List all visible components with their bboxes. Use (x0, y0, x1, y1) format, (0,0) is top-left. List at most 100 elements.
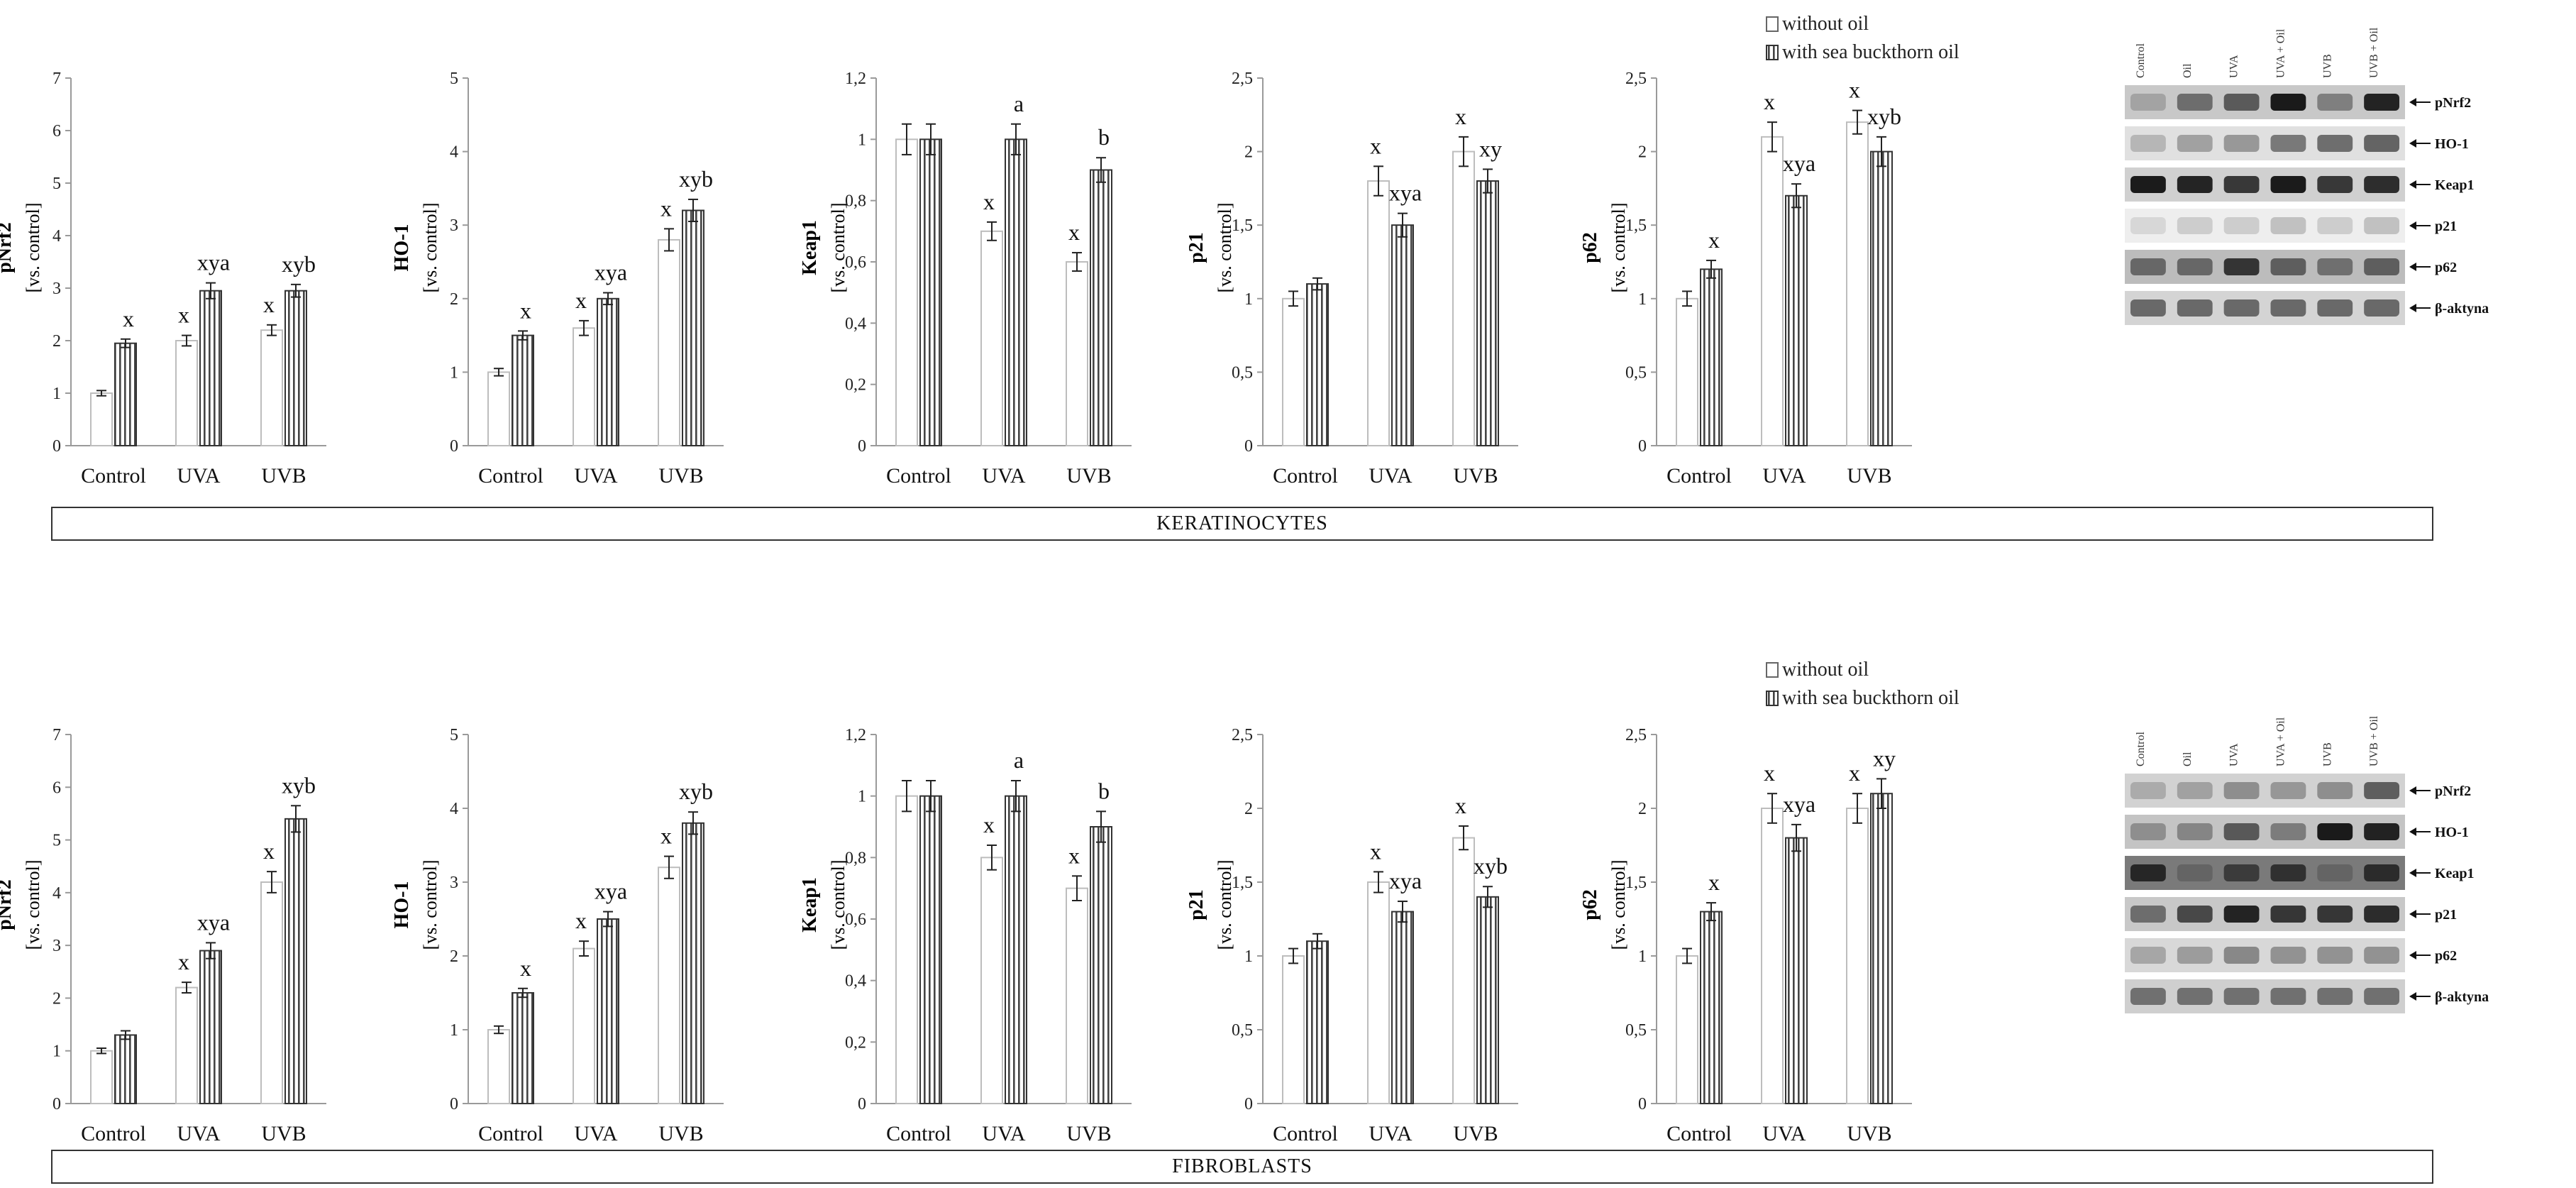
y-tick-label: 2,5 (1232, 726, 1253, 744)
blot-band (2317, 988, 2353, 1005)
bar-with-oil (682, 209, 704, 446)
blot-band (2270, 217, 2306, 234)
y-axis-label: p21 [vs. control] (1185, 202, 1235, 292)
blot-band (2270, 823, 2306, 840)
fibroblasts-section-label: FIBROBLASTS (51, 1150, 2433, 1184)
blot-band (2270, 299, 2306, 317)
blot-band (2223, 782, 2260, 799)
bar-with-oil (1700, 268, 1723, 446)
y-tick-label: 0 (1638, 1095, 1647, 1113)
y-axis-unit: [vs. control] (23, 202, 43, 292)
bar-without-oil (573, 947, 595, 1104)
blot-band (2364, 823, 2399, 840)
significance-label: x (520, 297, 531, 323)
category-label: Control (81, 1122, 146, 1145)
bar-with-oil (597, 297, 619, 446)
significance-label: xya (197, 909, 230, 935)
blot-band (2223, 258, 2260, 275)
bar-with-oil (919, 795, 942, 1104)
blot-band (2317, 299, 2353, 317)
bar-with-oil (1005, 795, 1027, 1104)
blot-band (2317, 906, 2353, 923)
y-tick-label: 1,5 (1232, 874, 1253, 892)
y-tick-label: 1 (1638, 290, 1647, 309)
blot-band (2270, 864, 2306, 881)
blot-band (2130, 258, 2166, 275)
bar-with-oil (1476, 896, 1499, 1105)
y-axis-unit: [vs. control] (828, 202, 848, 292)
bar-with-oil (512, 992, 534, 1104)
blot-row-label: p21 (2435, 219, 2457, 234)
blot-band (2223, 864, 2260, 881)
significance-label: xyb (1474, 853, 1508, 879)
blot-band (2364, 299, 2399, 317)
blot-band (2223, 906, 2260, 923)
y-tick-label: 1 (858, 788, 866, 806)
y-axis-title: HO-1 (391, 224, 413, 272)
y-axis-unit: [vs. control] (1215, 859, 1235, 950)
blot-band (2130, 217, 2166, 234)
significance-label: xyb (679, 166, 713, 192)
chart-keratinocytes-p62: 0 0,5 1 1,5 2 2,5 p62 [vs. control] Control x UVA x… (1579, 70, 1912, 488)
blot-row-label: p62 (2435, 948, 2457, 964)
arrow-left-icon (2409, 139, 2416, 148)
category-label: Control (1273, 464, 1338, 488)
chart-keratinocytes-keap1: 0 0,2 0,4 0,6 0,8 1 1,2 Keap1 [vs. control] Contr… (799, 70, 1132, 488)
blot-row-label: HO-1 (2435, 136, 2469, 152)
y-tick-label: 2 (52, 989, 61, 1008)
y-tick-label: 4 (450, 143, 458, 162)
significance-label: x (263, 838, 275, 864)
y-tick-label: 2,5 (1625, 70, 1647, 88)
significance-label: xya (1389, 868, 1422, 893)
bar-without-oil (487, 1029, 510, 1104)
y-tick-label: 1,5 (1232, 216, 1253, 235)
y-tick-label: 1,2 (845, 726, 866, 744)
significance-label: x (123, 306, 134, 331)
significance-label: x (178, 949, 189, 974)
blot-band (2177, 782, 2213, 799)
bar-with-oil (1090, 826, 1112, 1104)
significance-label: xyb (282, 251, 316, 277)
y-tick-label: 2 (1638, 800, 1647, 818)
y-tick-label: 0,4 (845, 972, 866, 991)
significance-label: x (575, 908, 587, 933)
bar-with-oil (1306, 940, 1329, 1104)
category-label: Control (81, 464, 146, 488)
y-tick-label: 2 (1638, 143, 1647, 162)
y-axis-title: pNrf2 (0, 879, 16, 930)
significance-label: xyb (1867, 104, 1901, 129)
arrow-left-icon (2409, 786, 2416, 795)
bar-with-oil (1090, 169, 1112, 446)
blot-column-header: UVA + Oil (2274, 28, 2287, 78)
blot-band (2177, 258, 2213, 275)
blot-band (2130, 94, 2166, 111)
blot-band (2223, 217, 2260, 234)
fibroblasts-text: FIBROBLASTS (1172, 1155, 1312, 1177)
y-tick-label: 2 (1244, 800, 1253, 818)
blot-band (2130, 823, 2166, 840)
bar-with-oil (1785, 194, 1808, 446)
legend-label-without-oil: without oil (1782, 13, 1869, 35)
blot-band (2317, 947, 2353, 964)
significance-label: x (1370, 838, 1381, 864)
y-axis-title: Keap1 (799, 220, 821, 275)
blot-band (2223, 823, 2260, 840)
blot-row-label: Keap1 (2435, 866, 2475, 881)
y-tick-label: 2 (52, 332, 61, 351)
significance-label: x (1764, 760, 1775, 786)
y-axis-title: p62 (1579, 232, 1601, 263)
blot-band (2317, 258, 2353, 275)
significance-label: x (520, 955, 531, 981)
blot-band (2364, 864, 2399, 881)
y-axis-unit: [vs. control] (1608, 859, 1629, 950)
blot-strip (2125, 815, 2405, 849)
y-tick-label: 2,5 (1232, 70, 1253, 88)
blot-band (2130, 947, 2166, 964)
arrow-left-icon (2409, 304, 2416, 312)
y-axis-label: p62 [vs. control] (1579, 202, 1629, 292)
blot-band (2223, 988, 2260, 1005)
blot-strip (2125, 291, 2405, 325)
chart-fibroblasts-p62: 0 0,5 1 1,5 2 2,5 p62 [vs. control] Control x UVA x… (1579, 726, 1912, 1145)
